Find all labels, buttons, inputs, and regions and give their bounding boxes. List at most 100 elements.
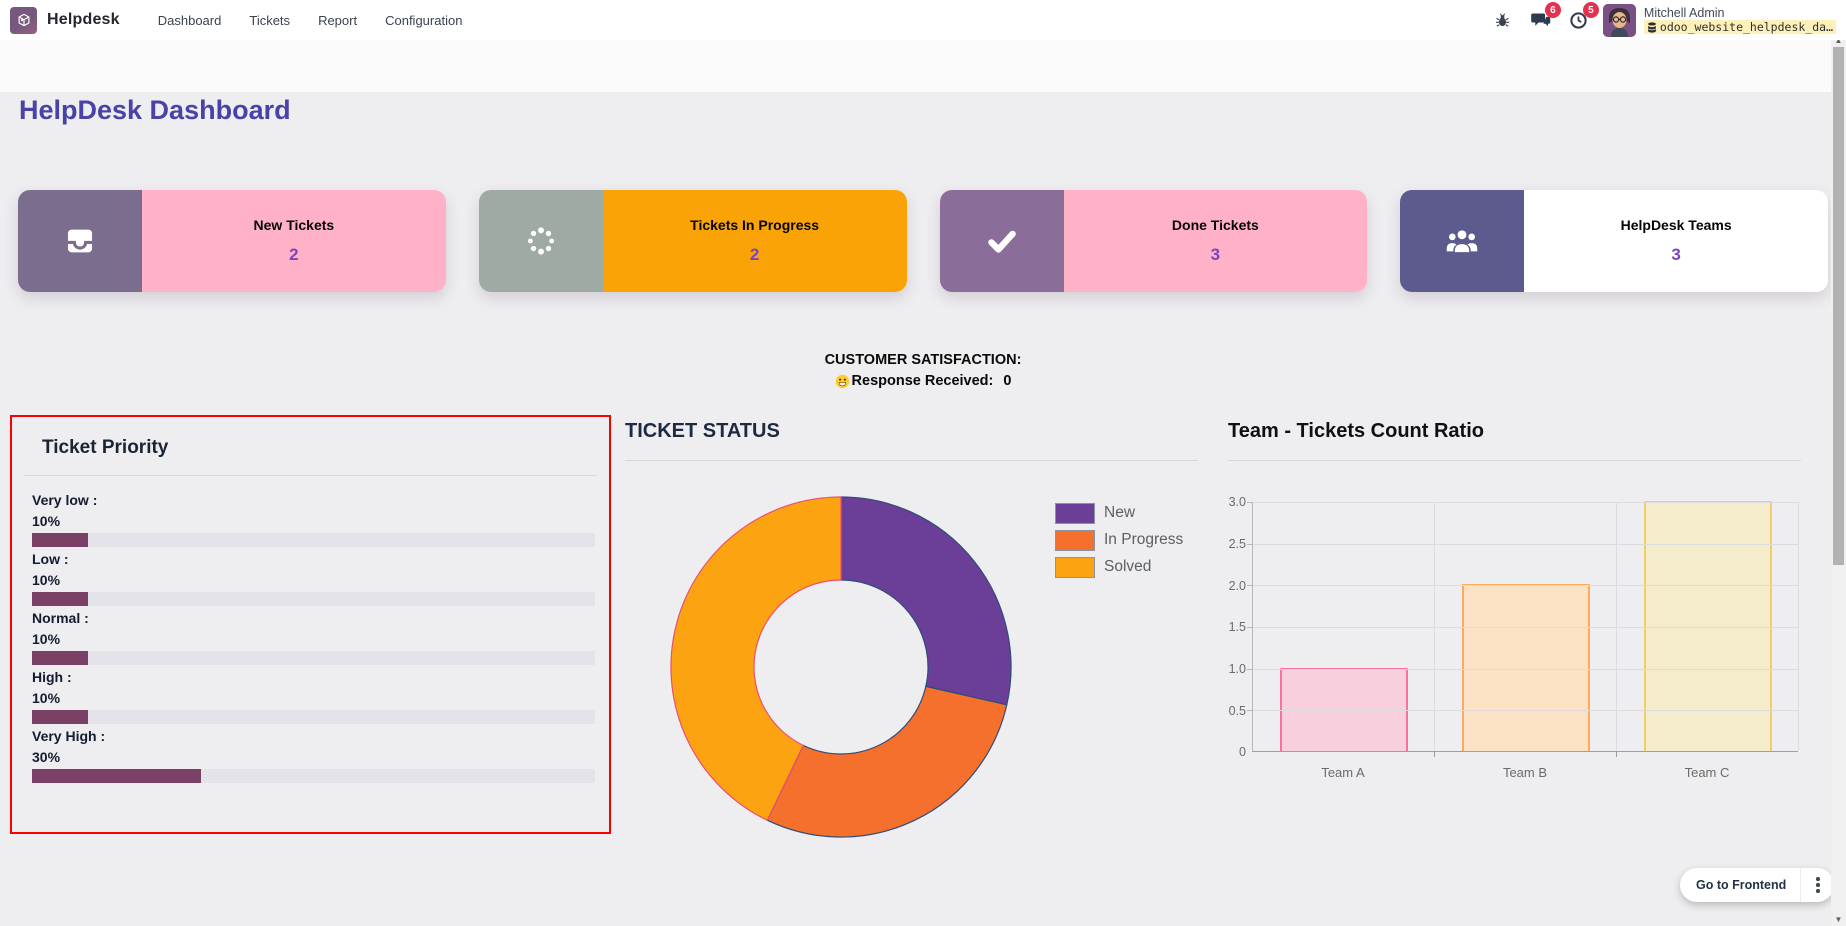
kpi-card-done-tickets[interactable]: Done Tickets 3 bbox=[939, 190, 1368, 292]
inbox-icon bbox=[18, 190, 142, 292]
database-name: odoo_website_helpdesk_da… bbox=[1643, 20, 1836, 34]
frontend-pill: Go to Frontend bbox=[1680, 868, 1835, 902]
progress-fill bbox=[32, 592, 89, 606]
smiley-icon bbox=[835, 374, 849, 388]
donut-slice-solved[interactable] bbox=[670, 496, 842, 821]
scroll-thumb[interactable] bbox=[1833, 47, 1844, 565]
scroll-down-arrow[interactable]: ▼ bbox=[1834, 914, 1843, 924]
tick-mark bbox=[1247, 585, 1252, 586]
gridline bbox=[1253, 585, 1798, 586]
spinner-icon bbox=[478, 190, 603, 292]
legend-swatch bbox=[1055, 502, 1095, 524]
divider bbox=[625, 460, 1198, 461]
users-icon bbox=[1400, 190, 1525, 292]
top-navbar: Helpdesk Dashboard Tickets Report Config… bbox=[0, 0, 1846, 40]
tick-mark bbox=[1434, 752, 1435, 757]
debug-bug-icon[interactable] bbox=[1489, 6, 1517, 34]
gridline bbox=[1798, 502, 1799, 751]
team-tickets-title: Team - Tickets Count Ratio bbox=[1228, 420, 1484, 442]
customer-satisfaction: CUSTOMER SATISFACTION: Response Received… bbox=[0, 352, 1846, 394]
priority-row-low: Low : 10% bbox=[32, 549, 595, 606]
nav-item-tickets[interactable]: Tickets bbox=[249, 12, 291, 28]
gridline bbox=[1616, 502, 1617, 751]
divider bbox=[24, 475, 597, 476]
user-name: Mitchell Admin bbox=[1643, 6, 1725, 20]
progress-track bbox=[32, 769, 595, 783]
control-panel-band bbox=[0, 40, 1846, 92]
divider bbox=[1228, 460, 1801, 461]
satisfaction-label: Response Received: bbox=[851, 373, 994, 389]
gridline bbox=[1253, 710, 1798, 711]
nav-item-report[interactable]: Report bbox=[318, 12, 358, 28]
scroll-up-arrow[interactable]: ▲ bbox=[1834, 35, 1843, 45]
main-menu: Dashboard Tickets Report Configuration bbox=[146, 7, 475, 34]
kpi-body: Tickets In Progress 2 bbox=[602, 190, 907, 292]
gridline bbox=[1253, 502, 1798, 503]
kpi-value: 3 bbox=[1210, 245, 1221, 264]
ticket-priority-panel: Ticket Priority Very low : 10% Low : 10%… bbox=[10, 415, 611, 834]
bar-team-b[interactable] bbox=[1462, 584, 1590, 751]
activities-clock-icon[interactable]: 5 bbox=[1565, 2, 1599, 34]
team-tickets-panel: Team - Tickets Count Ratio 3.0 2.5 2.0 1… bbox=[1228, 420, 1801, 834]
kpi-card-tickets-in-progress[interactable]: Tickets In Progress 2 bbox=[478, 190, 907, 292]
priority-rows: Very low : 10% Low : 10% Normal : 10% Hi… bbox=[32, 490, 595, 783]
messages-badge: 6 bbox=[1544, 2, 1561, 18]
tick-mark bbox=[1247, 502, 1252, 503]
vertical-scrollbar: ▲ ▼ bbox=[1831, 33, 1846, 926]
nav-item-configuration[interactable]: Configuration bbox=[385, 12, 463, 28]
donut-slice-new[interactable] bbox=[840, 496, 1012, 706]
gridline bbox=[1253, 627, 1798, 628]
gridline bbox=[1253, 669, 1798, 670]
messages-icon[interactable]: 6 bbox=[1527, 2, 1561, 34]
gridline bbox=[1434, 502, 1435, 751]
progress-fill bbox=[32, 710, 89, 724]
legend-item-new[interactable]: New bbox=[1055, 502, 1183, 524]
kpi-label: Done Tickets bbox=[1171, 217, 1259, 233]
satisfaction-title: CUSTOMER SATISFACTION: bbox=[824, 352, 1022, 368]
progress-track bbox=[32, 651, 595, 665]
systray: 6 5 bbox=[1489, 2, 1836, 37]
priority-row-very-high: Very High : 30% bbox=[32, 726, 595, 783]
check-icon bbox=[939, 190, 1064, 292]
kpi-card-new-tickets[interactable]: New Tickets 2 bbox=[18, 190, 446, 292]
kpi-body: New Tickets 2 bbox=[142, 190, 446, 292]
kpi-value: 3 bbox=[1671, 245, 1681, 264]
tick-mark bbox=[1247, 627, 1252, 628]
ticket-status-donut-chart[interactable] bbox=[667, 493, 1015, 841]
kpi-body: HelpDesk Teams 3 bbox=[1524, 190, 1828, 292]
satisfaction-line: Response Received: 0 bbox=[835, 373, 1011, 389]
team-tickets-bar-chart bbox=[1252, 501, 1799, 757]
page-title: HelpDesk Dashboard bbox=[19, 95, 291, 125]
progress-track bbox=[32, 710, 595, 724]
bar-team-c[interactable] bbox=[1644, 501, 1772, 751]
progress-fill bbox=[32, 769, 201, 783]
priority-row-very-low: Very low : 10% bbox=[32, 490, 595, 547]
priority-row-normal: Normal : 10% bbox=[32, 608, 595, 665]
kpi-value: 2 bbox=[289, 245, 299, 264]
x-label-team-a: Team A bbox=[1321, 765, 1365, 780]
legend-swatch bbox=[1055, 556, 1095, 578]
user-menu[interactable]: Mitchell Admin odoo_website_helpdesk_da… bbox=[1602, 3, 1836, 37]
ticket-status-panel: TICKET STATUS New In Progress Solved bbox=[625, 420, 1198, 838]
progress-track bbox=[32, 533, 595, 547]
ticket-priority-title: Ticket Priority bbox=[42, 437, 169, 458]
donut-slice-in-progress[interactable] bbox=[766, 685, 1008, 838]
chart-legend: New In Progress Solved bbox=[1055, 502, 1183, 578]
kpi-value: 2 bbox=[749, 245, 760, 264]
priority-row-high: High : 10% bbox=[32, 667, 595, 724]
user-avatar bbox=[1602, 3, 1636, 37]
kpi-card-helpdesk-teams[interactable]: HelpDesk Teams 3 bbox=[1400, 190, 1828, 292]
ticket-status-title: TICKET STATUS bbox=[625, 420, 780, 442]
legend-item-solved[interactable]: Solved bbox=[1055, 556, 1183, 578]
kpi-label: HelpDesk Teams bbox=[1620, 217, 1732, 233]
progress-track bbox=[32, 592, 595, 606]
kebab-menu-button[interactable] bbox=[1800, 868, 1834, 902]
nav-item-dashboard[interactable]: Dashboard bbox=[157, 12, 222, 28]
kpi-cards-row: New Tickets 2 Tickets In Progress 2 Done… bbox=[18, 190, 1828, 292]
kpi-body: Done Tickets 3 bbox=[1063, 190, 1368, 292]
app-switcher-button[interactable]: Helpdesk bbox=[10, 6, 120, 34]
legend-item-in-progress[interactable]: In Progress bbox=[1055, 529, 1183, 551]
x-label-team-b: Team B bbox=[1502, 765, 1548, 780]
go-to-frontend-button[interactable]: Go to Frontend bbox=[1696, 878, 1787, 892]
